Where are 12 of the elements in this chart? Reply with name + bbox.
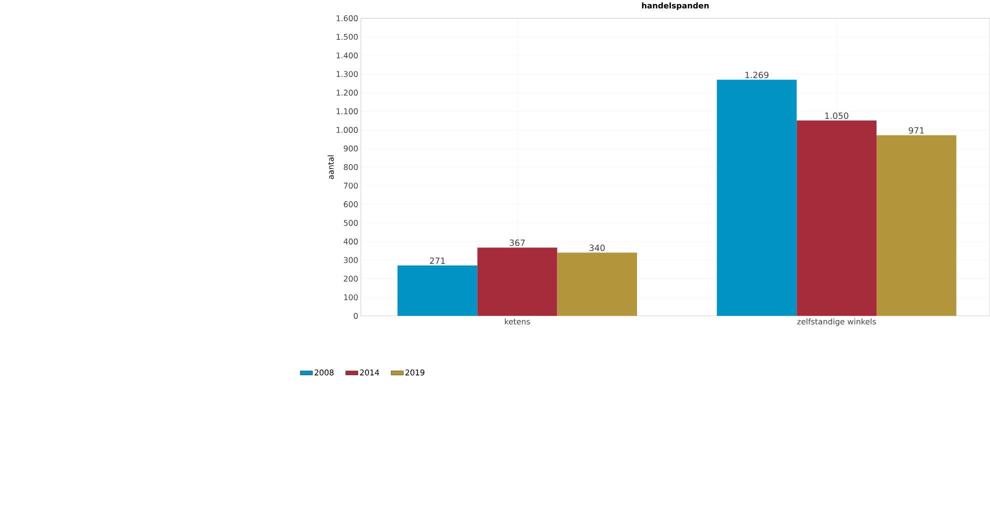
data-label: 971 (908, 127, 924, 134)
data-label: 1.050 (825, 112, 848, 119)
data-label: 367 (510, 239, 525, 246)
data-label: 340 (590, 244, 605, 252)
bar (796, 120, 877, 316)
data-label: 1.269 (745, 72, 768, 78)
data-label: 271 (430, 257, 445, 264)
bar (557, 252, 638, 316)
bar (876, 135, 956, 316)
bar (477, 248, 558, 316)
bar (398, 265, 478, 316)
bar (716, 80, 797, 316)
